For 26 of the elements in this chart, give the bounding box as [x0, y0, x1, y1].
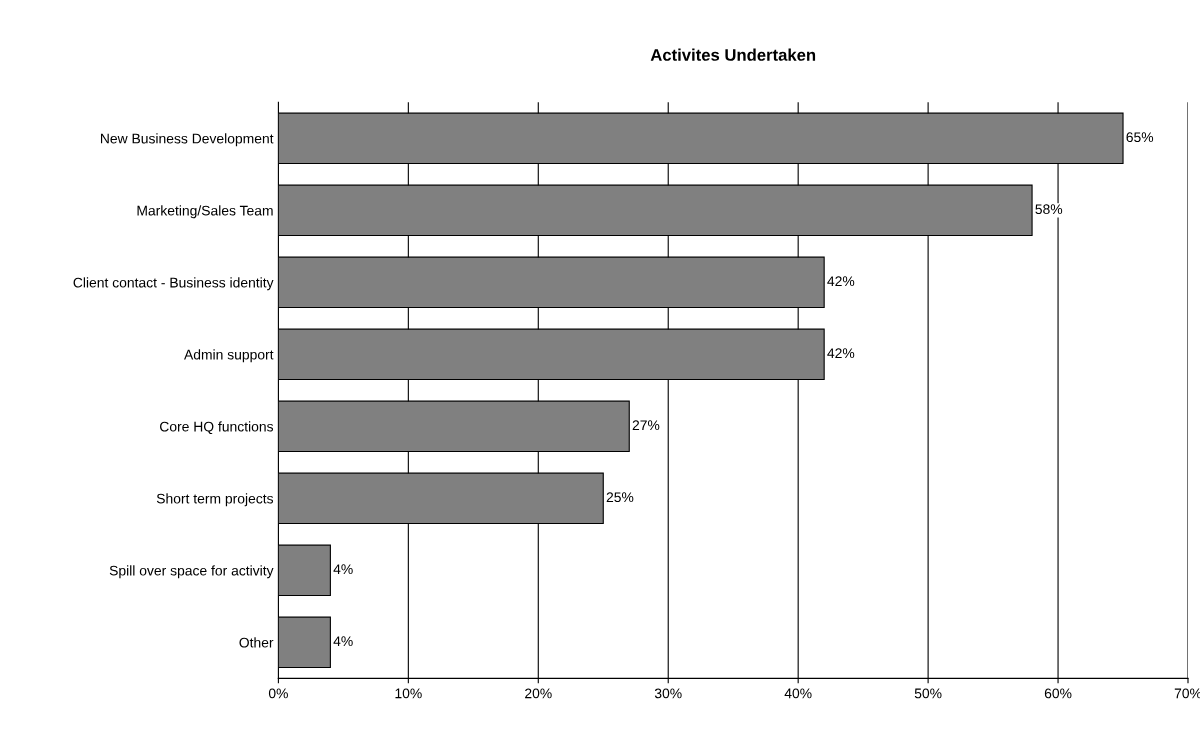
bar [278, 616, 331, 669]
y-tick-label: Admin support [184, 349, 274, 363]
y-tick-label: Client contact - Business identity [73, 277, 274, 291]
data-label: 42% [827, 348, 855, 359]
y-tick-label: Core HQ functions [160, 421, 274, 435]
x-tick-label: 60% [1044, 688, 1072, 699]
y-tick-label: Marketing/Sales Team [137, 205, 273, 219]
data-label: 25% [606, 492, 634, 503]
y-tick-label: Short term projects [156, 493, 274, 507]
x-tick-label: 40% [784, 688, 812, 699]
data-label: 58% [1035, 204, 1063, 215]
bar [278, 544, 331, 597]
y-tick-label: Spill over space for activity [109, 565, 274, 579]
data-label: 4% [333, 564, 353, 575]
y-tick-label: Other [239, 637, 274, 648]
x-tick-label: 0% [268, 688, 288, 699]
chart-title: Activites Undertaken [650, 48, 816, 61]
x-tick-label: 30% [654, 688, 682, 699]
data-label: 65% [1126, 132, 1154, 143]
data-label: 27% [632, 420, 660, 431]
x-tick-label: 10% [395, 688, 422, 699]
x-tick-label: 50% [914, 688, 942, 699]
y-tick-label: New Business Development [100, 133, 274, 147]
data-label: 4% [333, 636, 353, 647]
data-label: 42% [827, 276, 855, 287]
x-tick-label: 20% [525, 688, 552, 699]
